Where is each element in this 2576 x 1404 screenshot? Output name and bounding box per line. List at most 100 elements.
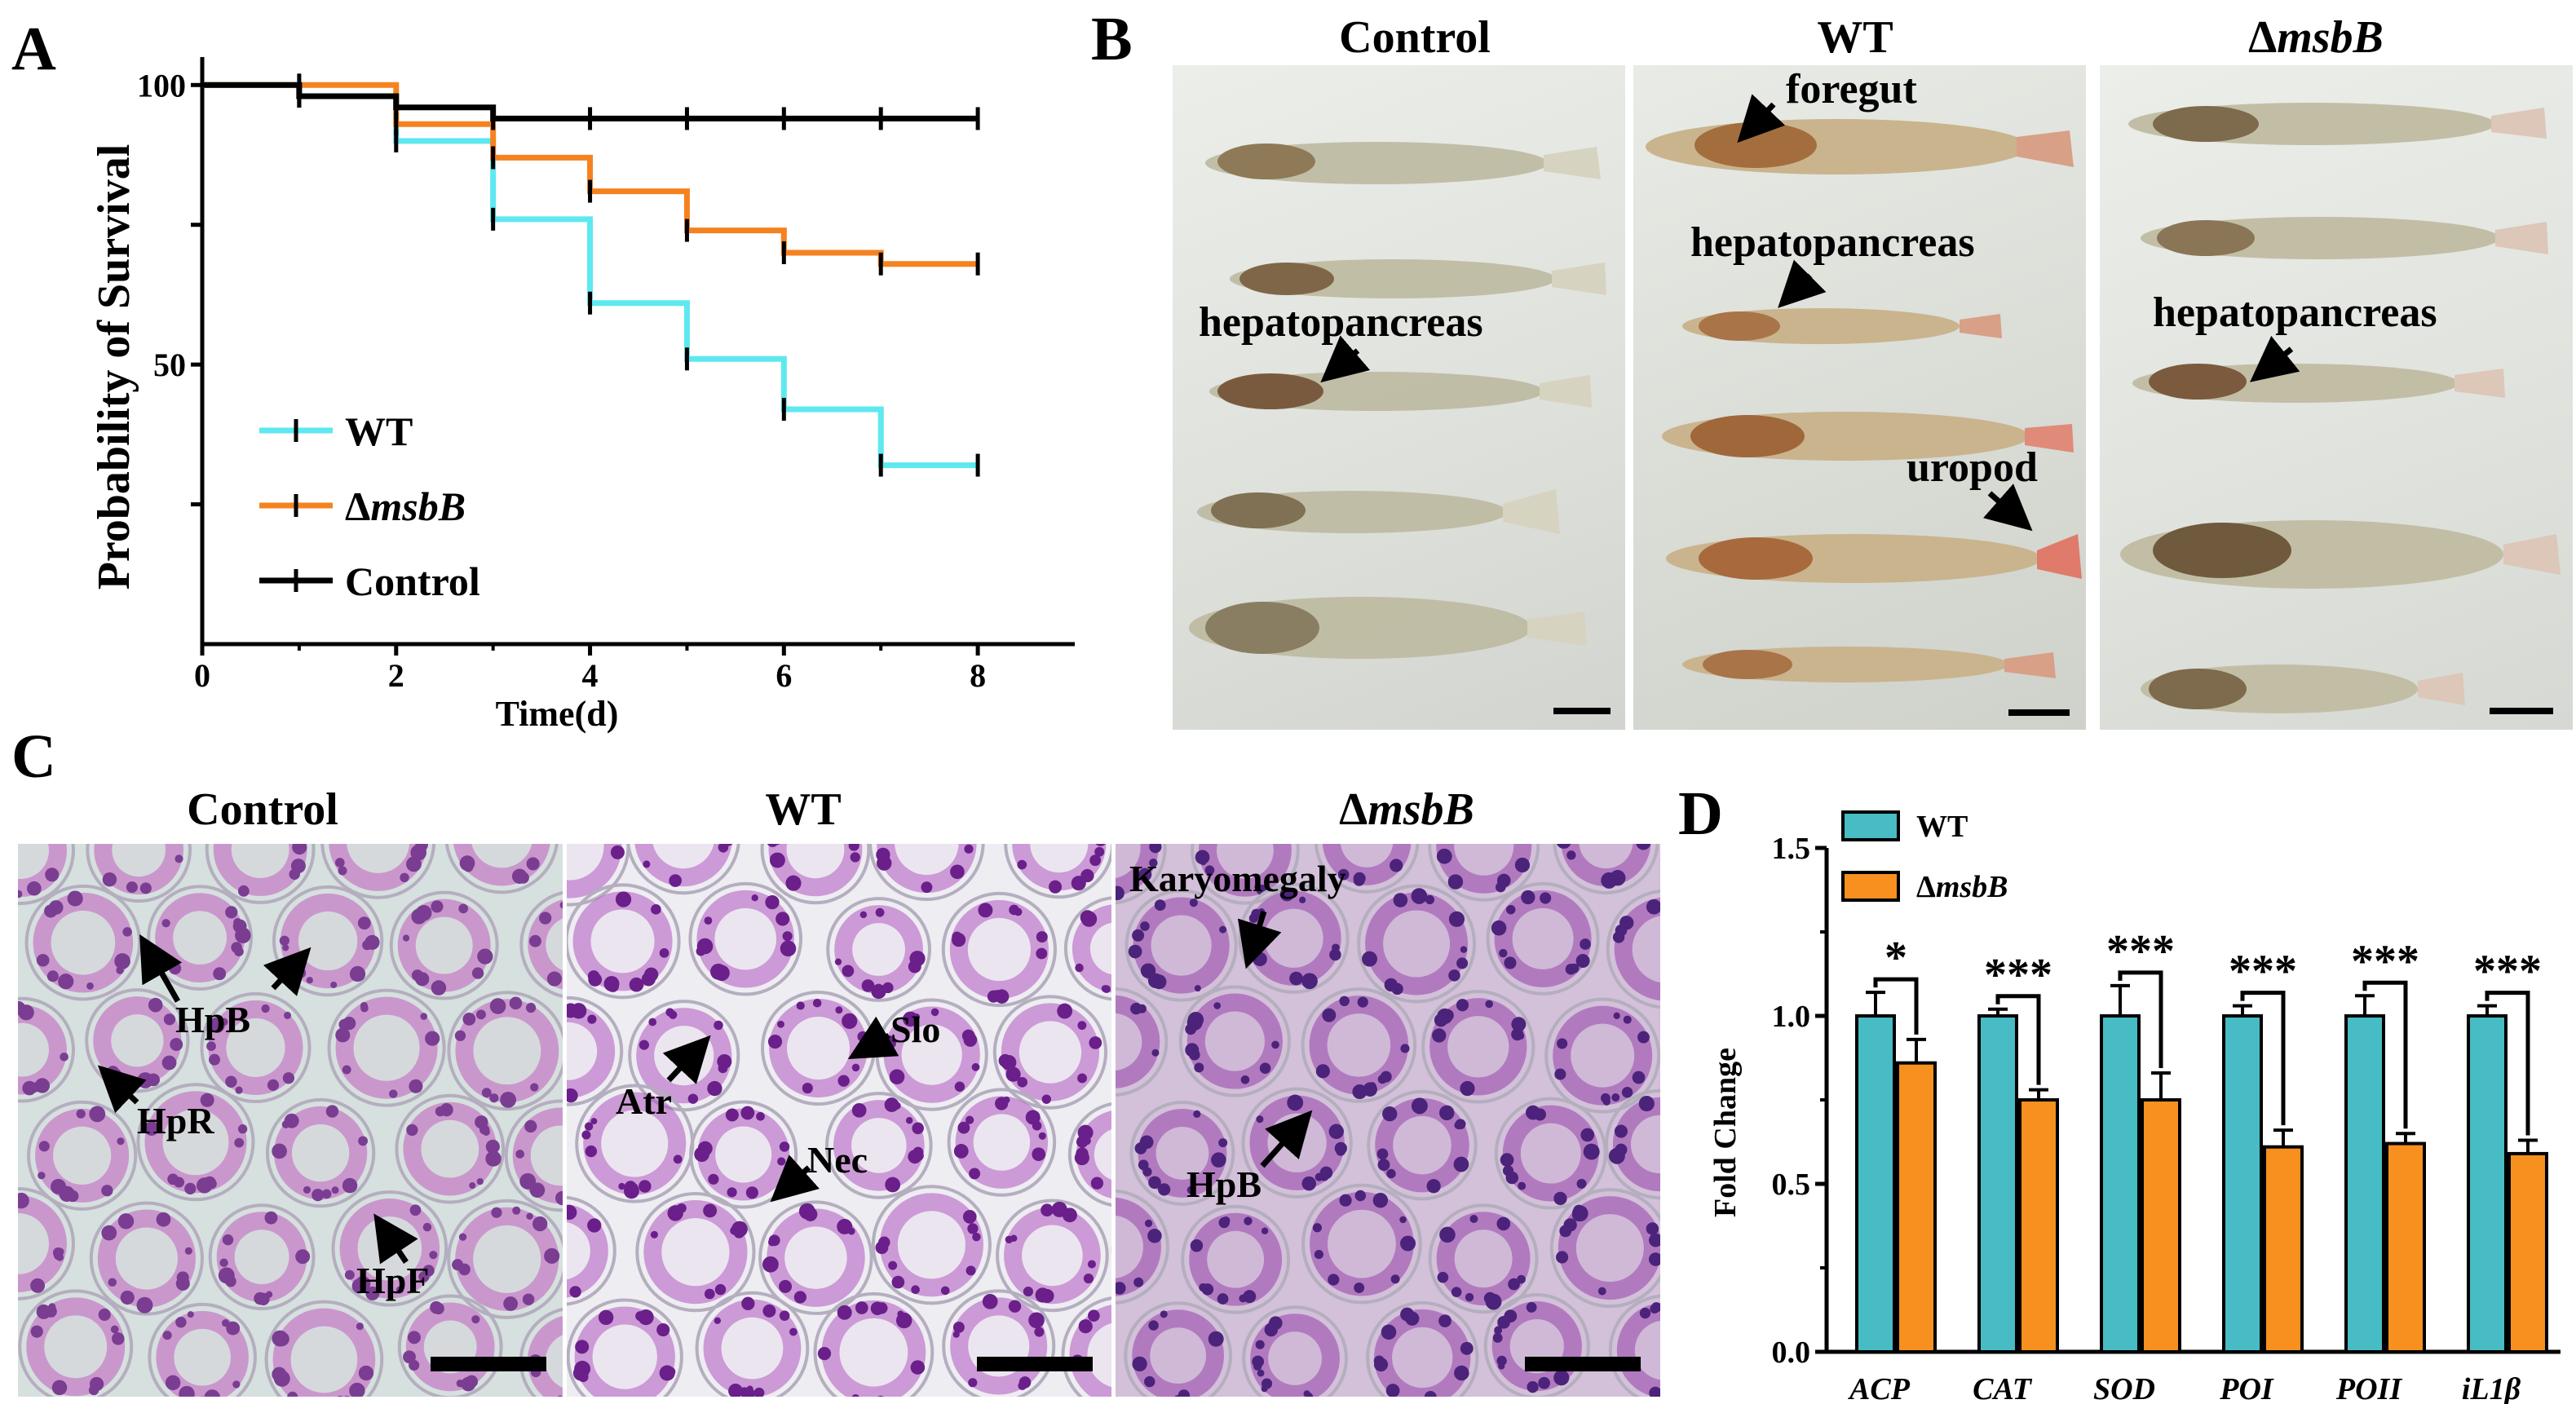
bar-msbb-1 <box>2018 1098 2059 1353</box>
nucleus <box>1559 1225 1572 1238</box>
nucleus <box>882 982 894 994</box>
tubule-wall <box>947 1088 1057 1197</box>
nucleus <box>500 1091 516 1108</box>
nucleus <box>1003 1096 1010 1104</box>
nucleus <box>165 1375 181 1391</box>
nucleus <box>1301 1176 1317 1191</box>
tubule-wall <box>1428 1203 1539 1314</box>
tubule-wall <box>1067 1102 1111 1208</box>
sig-mark-4: *** <box>2351 936 2419 987</box>
nucleus <box>1218 1138 1228 1148</box>
scale-bar-c3 <box>1525 1357 1641 1371</box>
nucleus <box>1437 1271 1449 1283</box>
tubule-wall <box>825 1092 933 1199</box>
y-tick-label-0: 0.0 <box>1772 1336 1811 1370</box>
nucleus <box>1460 946 1468 953</box>
photo-title-msbb-name: msbB <box>2277 12 2384 63</box>
nucleus <box>770 854 779 863</box>
nucleus <box>458 1233 467 1241</box>
tubule-wall <box>1606 890 1660 1009</box>
nucleus <box>163 1013 176 1026</box>
nucleus <box>731 1221 748 1238</box>
nucleus <box>1140 921 1150 931</box>
tubule-wall <box>567 883 681 1000</box>
nucleus <box>1077 1021 1087 1031</box>
tubule-lumen <box>1340 844 1394 868</box>
nucleus <box>420 1013 428 1020</box>
nucleus <box>1095 844 1106 846</box>
nucleus <box>669 874 682 887</box>
nucleus <box>321 1189 332 1199</box>
tubule-wall <box>389 890 499 1000</box>
tubule-lumen <box>1575 1214 1644 1283</box>
tubule-lumen <box>1328 1209 1396 1278</box>
nucleus <box>257 1292 270 1306</box>
nucleus <box>952 933 966 947</box>
nucleus <box>1357 996 1368 1008</box>
nucleus <box>1240 1075 1250 1084</box>
tubule-wall <box>1367 1089 1478 1201</box>
nucleus <box>559 901 563 909</box>
bar-msbb-5 <box>2508 1151 2548 1354</box>
nucleus <box>1151 1049 1160 1057</box>
tubule-wall <box>868 844 985 902</box>
nucleus <box>1390 859 1403 872</box>
nucleus <box>108 1278 117 1287</box>
nucleus <box>1553 1370 1570 1386</box>
nucleus <box>485 1150 502 1167</box>
nucleus <box>952 1331 960 1338</box>
x-tick-label-3: 6 <box>775 657 792 694</box>
nucleus <box>708 1173 719 1185</box>
nucleus <box>1354 1283 1365 1293</box>
nucleus <box>237 1124 248 1134</box>
bar-wt-1 <box>1977 1014 2018 1353</box>
nucleus <box>793 1291 806 1304</box>
nucleus <box>842 965 855 978</box>
tubule-wall <box>688 881 803 996</box>
tubule-wall <box>1604 1088 1660 1200</box>
nucleus <box>835 1006 843 1014</box>
nucleus <box>343 1395 351 1397</box>
nucleus <box>355 1275 371 1291</box>
nucleus <box>1149 858 1158 868</box>
nucleus <box>1540 892 1552 904</box>
tubule-wall <box>320 844 436 899</box>
nucleus <box>1454 1365 1469 1381</box>
legend-label-control: Control <box>345 559 480 604</box>
nucleus <box>704 916 713 925</box>
nucleus <box>855 1301 868 1314</box>
nucleus <box>415 904 432 921</box>
nucleus <box>950 864 965 880</box>
nucleus <box>638 1040 649 1050</box>
sig-bracket-1 <box>1995 994 2041 1085</box>
nucleus <box>876 847 890 863</box>
nucleus <box>407 1331 421 1344</box>
tubule-lumen <box>567 844 604 881</box>
tubule-wall <box>1486 881 1600 996</box>
nucleus <box>144 1121 159 1136</box>
tubule-lumen <box>1512 907 1574 969</box>
tubule-wall <box>18 1289 134 1397</box>
label-atr: Atr <box>616 1080 672 1122</box>
nucleus <box>775 912 790 926</box>
nucleus <box>782 931 793 942</box>
nucleus <box>365 1286 380 1300</box>
nucleus <box>1312 1223 1323 1233</box>
tubule-wall <box>136 1083 255 1202</box>
nucleus <box>167 1173 179 1185</box>
nucleus <box>1453 1156 1469 1172</box>
nucleus <box>1447 874 1464 890</box>
nucleus <box>1087 1260 1096 1269</box>
x-tick-label-3: POI <box>2219 1372 2274 1404</box>
nucleus <box>406 1124 418 1137</box>
nucleus <box>1140 963 1156 978</box>
nucleus <box>650 1230 658 1238</box>
tubule-wall <box>1483 1293 1590 1397</box>
tubule-lumen <box>471 844 532 868</box>
nucleus <box>235 1086 243 1094</box>
nucleus <box>762 1256 779 1273</box>
nucleus <box>1583 1143 1600 1160</box>
nucleus <box>1638 1096 1655 1112</box>
nucleus <box>967 1223 979 1234</box>
nucleus <box>1138 868 1152 881</box>
